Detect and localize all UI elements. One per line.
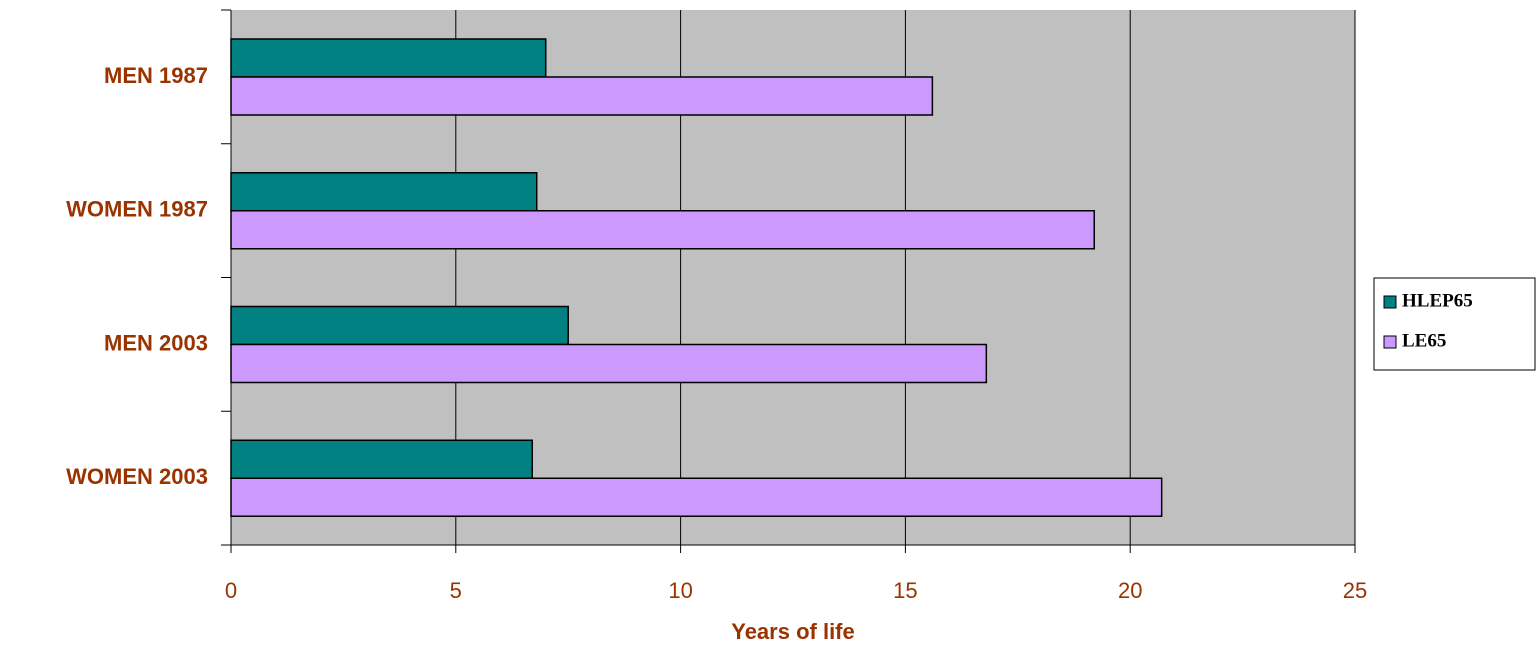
bar: [230, 343, 988, 384]
x-tick-label: 25: [1343, 578, 1367, 603]
bar: [230, 76, 934, 116]
x-tick-label: 15: [893, 578, 917, 603]
x-tick-label: 10: [668, 578, 692, 603]
y-tick-label: WOMEN 2003: [66, 464, 208, 489]
legend-box: [1373, 277, 1536, 371]
bar: [230, 38, 547, 78]
bar: [230, 305, 569, 346]
bar: [230, 172, 538, 212]
bar: [230, 477, 1163, 517]
x-tick-label: 0: [225, 578, 237, 603]
x-tick-label: 5: [450, 578, 462, 603]
x-tick-label: 20: [1118, 578, 1142, 603]
bar: [230, 439, 533, 479]
y-tick-label: MEN 2003: [104, 330, 208, 355]
legend-label: LE65: [1402, 330, 1446, 351]
legend-swatch: [1383, 295, 1397, 309]
legend-label: HLEP65: [1402, 290, 1473, 311]
y-tick-label: WOMEN 1987: [66, 197, 208, 222]
bar: [230, 210, 1095, 250]
y-tick-label: MEN 1987: [104, 63, 208, 88]
x-axis-label: Years of life: [731, 619, 855, 644]
legend-swatch: [1383, 335, 1397, 349]
